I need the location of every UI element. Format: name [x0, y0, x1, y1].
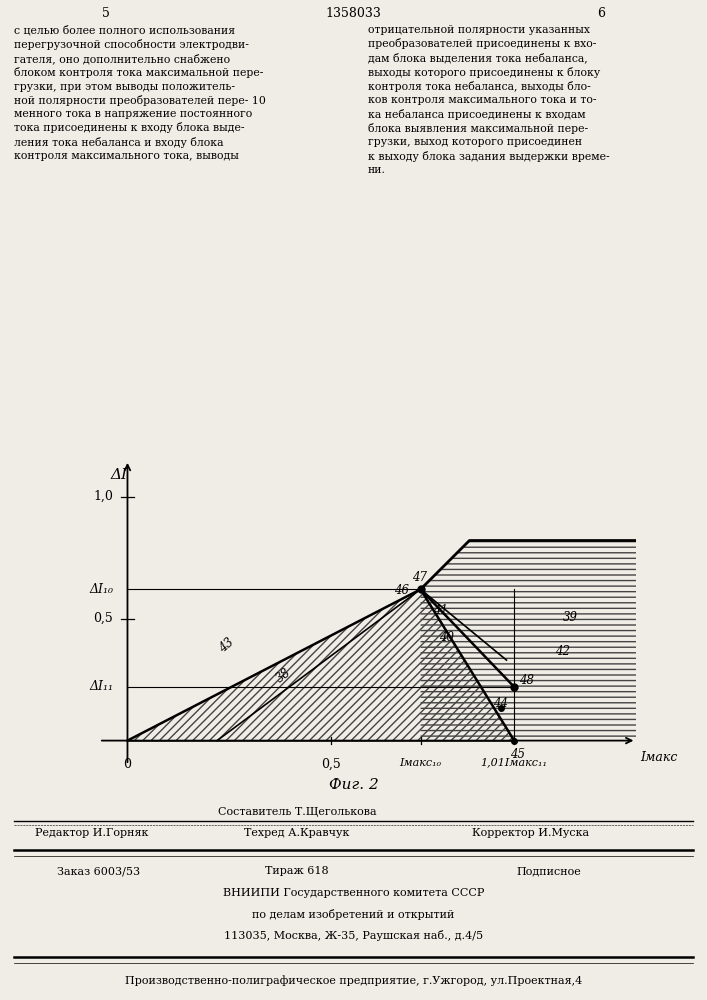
Text: Iмакс: Iмакс	[641, 751, 678, 764]
Text: 1,01Iмакс₁₁: 1,01Iмакс₁₁	[481, 758, 548, 768]
Text: ΔI: ΔI	[111, 468, 128, 482]
Text: Редактор И.Горняк: Редактор И.Горняк	[35, 828, 148, 838]
Text: 43: 43	[217, 636, 237, 656]
Text: 1358033: 1358033	[325, 7, 382, 20]
Text: Фиг. 2: Фиг. 2	[329, 778, 378, 792]
Text: 45: 45	[510, 748, 525, 761]
Text: ΔI₁₀: ΔI₁₀	[89, 583, 113, 596]
Text: по делам изобретений и открытий: по делам изобретений и открытий	[252, 909, 455, 920]
Text: 113035, Москва, Ж-35, Раушская наб., д.4/5: 113035, Москва, Ж-35, Раушская наб., д.4…	[224, 930, 483, 941]
Text: 40: 40	[439, 631, 454, 644]
Text: Составитель Т.Щеголькова: Составитель Т.Щеголькова	[218, 807, 376, 817]
Text: ΔI₁₁: ΔI₁₁	[89, 680, 113, 693]
Text: 44: 44	[493, 697, 508, 710]
Text: 0: 0	[124, 758, 132, 771]
Text: 38: 38	[274, 666, 294, 685]
Text: Корректор И.Муска: Корректор И.Муска	[472, 828, 589, 838]
Text: Производственно-полиграфическое предприятие, г.Ужгород, ул.Проектная,4: Производственно-полиграфическое предприя…	[125, 975, 582, 986]
Text: 48: 48	[519, 674, 534, 687]
Text: с целью более полного использования
перегрузочной способности электродви-
гателя: с целью более полного использования пере…	[14, 25, 266, 161]
Text: Подписное: Подписное	[516, 866, 581, 876]
Text: 0,5: 0,5	[93, 612, 113, 625]
Text: Iмакс₁₀: Iмакс₁₀	[399, 758, 442, 768]
Text: 41: 41	[433, 604, 448, 617]
Text: 5: 5	[102, 7, 110, 20]
Text: 0,5: 0,5	[321, 758, 341, 771]
Text: 42: 42	[555, 645, 570, 658]
Text: 6: 6	[597, 7, 605, 20]
Text: Тираж 618: Тираж 618	[265, 866, 329, 876]
Text: ВНИИПИ Государственного комитета СССР: ВНИИПИ Государственного комитета СССР	[223, 888, 484, 898]
Text: Техред А.Кравчук: Техред А.Кравчук	[244, 828, 350, 838]
Text: 47: 47	[412, 571, 428, 584]
Text: Заказ 6003/53: Заказ 6003/53	[57, 866, 140, 876]
Text: отрицательной полярности указанных
преобразователей присоединены к вхо-
дам блок: отрицательной полярности указанных преоб…	[368, 25, 609, 175]
Text: 39: 39	[563, 611, 578, 624]
Text: 1,0: 1,0	[93, 490, 113, 503]
Text: 46: 46	[394, 584, 409, 597]
